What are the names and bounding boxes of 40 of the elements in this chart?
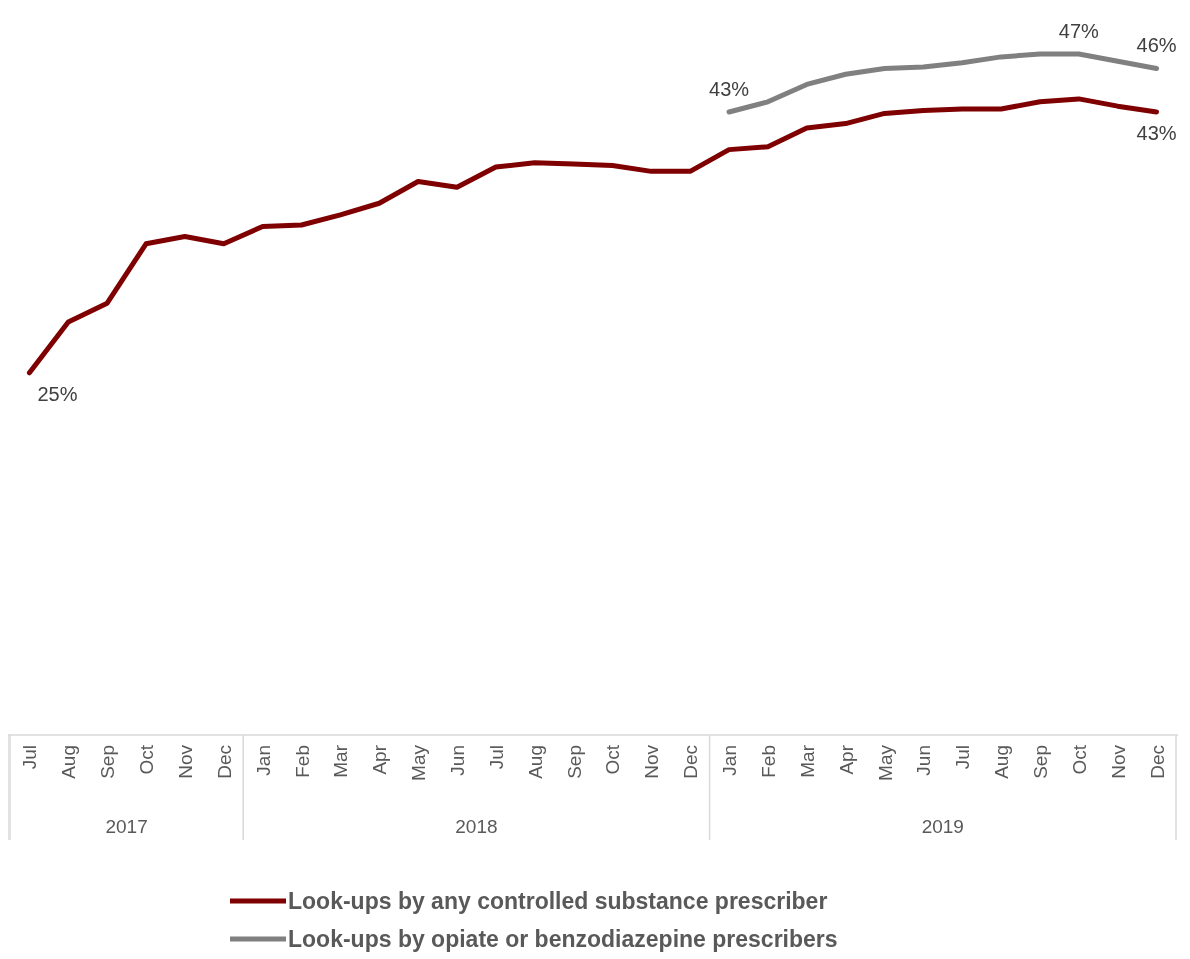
- x-tick-label: Aug: [58, 745, 80, 779]
- x-tick-label: Nov: [641, 744, 663, 779]
- x-tick-label: Oct: [1068, 744, 1090, 775]
- x-tick-label: Apr: [835, 744, 857, 775]
- x-tick-label: Jul: [19, 745, 41, 770]
- x-tick-label: Jul: [485, 745, 507, 770]
- x-tick-label: Mar: [330, 744, 352, 778]
- x-tick-label: Feb: [291, 745, 313, 778]
- x-tick-label: Oct: [136, 744, 158, 775]
- data-label: 43%: [709, 77, 750, 100]
- x-tick-label: Aug: [991, 745, 1013, 779]
- data-label: 43%: [1136, 121, 1177, 144]
- x-tick-label: Dec: [1146, 745, 1168, 779]
- legend-label: Look-ups by any controlled substance prescriber: [288, 888, 828, 914]
- x-tick-label: Sep: [1029, 745, 1051, 779]
- data-label: 25%: [37, 382, 78, 405]
- x-tick-label: Apr: [369, 744, 391, 775]
- text: 2017: [105, 816, 148, 837]
- x-tick-label: Dec: [680, 745, 702, 779]
- x-tick-label: Oct: [602, 744, 624, 775]
- x-tick-label: Jul: [952, 745, 974, 770]
- x-tick-label: Jun: [446, 745, 468, 776]
- x-tick-label: Nov: [174, 744, 196, 779]
- x-tick-label: Sep: [97, 745, 119, 779]
- data-label: 47%: [1058, 20, 1100, 42]
- x-tick-label: Dec: [213, 745, 235, 779]
- x-tick-label: Jan: [252, 745, 274, 776]
- x-tick-label: Aug: [524, 745, 546, 779]
- x-tick-label: Sep: [563, 745, 585, 779]
- x-tick-label: May: [408, 744, 430, 781]
- text: 2018: [455, 816, 498, 837]
- x-tick-label: Mar: [796, 744, 818, 778]
- legend-label: Look-ups by opiate or benzodiazepine prescribers: [288, 926, 838, 952]
- x-tick-label: May: [874, 744, 896, 781]
- x-tick-label: Jan: [719, 745, 741, 776]
- text: 2019: [921, 816, 964, 837]
- data-label: 46%: [1136, 34, 1177, 57]
- x-tick-label: Feb: [757, 745, 779, 778]
- x-tick-label: Nov: [1107, 744, 1129, 779]
- x-tick-label: Jun: [913, 745, 935, 776]
